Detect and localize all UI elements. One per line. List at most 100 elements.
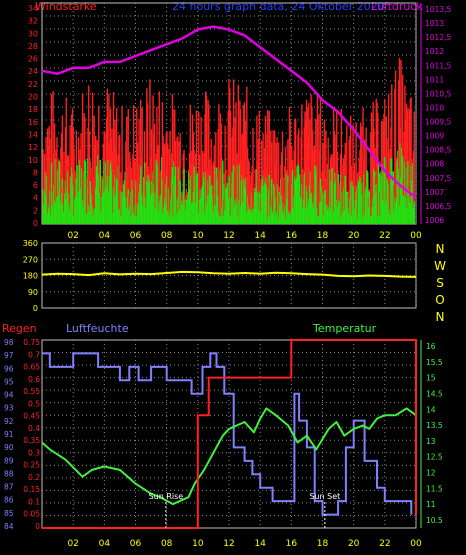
- pressure-y-tick-1009,5: 1009,5: [425, 118, 451, 127]
- climate-x-tick-04: 04: [99, 539, 111, 549]
- wind-x-tick-14: 14: [254, 231, 266, 241]
- rain-y-tick-0.5: 0.5: [28, 399, 40, 408]
- rain-y-tick-0.2: 0.2: [28, 473, 40, 482]
- wind-y-tick-2: 2: [33, 206, 38, 215]
- wind-y-tick-28: 28: [28, 42, 38, 51]
- climate-x-tick-12: 12: [223, 539, 234, 549]
- wind-y-tick-26: 26: [28, 55, 38, 64]
- humidity-y-tick-98: 98: [4, 338, 14, 347]
- humidity-y-tick-89: 89: [4, 456, 14, 465]
- humidity-y-tick-95: 95: [4, 377, 14, 386]
- wind-x-tick-20: 20: [348, 231, 360, 241]
- humidity-axis-title: Luftfeuchte: [66, 322, 129, 335]
- humidity-y-tick-94: 94: [4, 391, 14, 400]
- rain-y-tick-0.65: 0.65: [23, 363, 40, 372]
- rain-y-tick-0.1: 0.1: [28, 497, 40, 506]
- wind-x-tick-00: 00: [410, 231, 422, 241]
- climate-x-tick-14: 14: [254, 539, 266, 549]
- wind-y-tick-32: 32: [28, 17, 38, 26]
- rain-y-tick-0.55: 0.55: [23, 387, 40, 396]
- temp-y-tick-12: 12: [426, 469, 436, 478]
- compass-label-W-1: W: [434, 259, 446, 273]
- rain-y-tick-0.15: 0.15: [23, 485, 40, 494]
- wind-axis-title: Windstärke: [35, 0, 97, 13]
- pressure-y-tick-1012,5: 1012,5: [425, 33, 451, 42]
- rain-y-tick-0: 0: [35, 522, 40, 531]
- wind-x-tick-18: 18: [317, 231, 329, 241]
- wind-y-tick-22: 22: [28, 80, 38, 89]
- pressure-y-tick-1008: 1008: [425, 160, 444, 169]
- wind-y-tick-34: 34: [28, 4, 38, 13]
- climate-x-tick-08: 08: [161, 539, 173, 549]
- humidity-y-tick-92: 92: [4, 417, 14, 426]
- wind-y-tick-0: 0: [33, 219, 38, 228]
- humidity-y-tick-93: 93: [4, 404, 14, 413]
- wind-x-tick-16: 16: [286, 231, 298, 241]
- temp-y-tick-14.5: 14.5: [426, 389, 443, 398]
- climate-x-tick-10: 10: [192, 539, 204, 549]
- rain-y-tick-0.45: 0.45: [23, 412, 40, 421]
- pressure-y-tick-1010,5: 1010,5: [425, 89, 451, 98]
- rain-y-tick-0.25: 0.25: [23, 461, 40, 470]
- rain-y-tick-0.35: 0.35: [23, 436, 40, 445]
- climate-x-tick-22: 22: [379, 539, 390, 549]
- pressure-y-tick-1007: 1007: [425, 188, 444, 197]
- wind-x-tick-22: 22: [379, 231, 390, 241]
- wind-y-tick-12: 12: [28, 143, 38, 152]
- temperature-axis-title: Temperatur: [312, 322, 377, 335]
- dir-y-tick-180: 180: [23, 272, 38, 281]
- rain-axis-title: Regen: [2, 322, 37, 335]
- wind-y-tick-24: 24: [28, 67, 38, 76]
- rain-y-tick-0.6: 0.6: [28, 375, 40, 384]
- sun-set-label: Sun Set: [309, 492, 340, 501]
- temp-y-tick-13.5: 13.5: [426, 421, 443, 430]
- pressure-y-tick-1013: 1013: [425, 19, 444, 28]
- humidity-y-tick-88: 88: [4, 469, 14, 478]
- humidity-y-tick-90: 90: [4, 443, 14, 452]
- wind-x-tick-12: 12: [223, 231, 234, 241]
- humidity-y-tick-91: 91: [4, 430, 14, 439]
- humidity-y-tick-86: 86: [4, 496, 14, 505]
- compass-label-S-2: S: [436, 276, 444, 290]
- pressure-y-tick-1011: 1011: [425, 75, 444, 84]
- rain-y-tick-0.75: 0.75: [23, 338, 40, 347]
- dir-y-tick-90: 90: [28, 288, 38, 297]
- climate-x-tick-18: 18: [317, 539, 329, 549]
- dir-y-tick-270: 270: [23, 255, 38, 264]
- chart-title: 24 hours graph data, 24 Oktober 2020: [172, 0, 385, 13]
- compass-label-N-4: N: [436, 310, 445, 324]
- climate-x-tick-02: 02: [67, 539, 78, 549]
- pressure-y-tick-1007,5: 1007,5: [425, 174, 451, 183]
- temp-y-tick-10.5: 10.5: [426, 516, 443, 525]
- wind-x-tick-04: 04: [99, 231, 111, 241]
- wind-y-tick-14: 14: [28, 130, 38, 139]
- climate-x-tick-00: 00: [410, 539, 422, 549]
- temp-y-tick-14: 14: [426, 405, 436, 414]
- wind-y-tick-18: 18: [28, 105, 38, 114]
- temp-y-tick-12.5: 12.5: [426, 453, 443, 462]
- humidity-y-tick-84: 84: [4, 522, 14, 531]
- climate-x-tick-20: 20: [348, 539, 360, 549]
- wind-y-tick-6: 6: [33, 181, 38, 190]
- wind-x-tick-08: 08: [161, 231, 173, 241]
- dir-y-tick-0: 0: [33, 304, 38, 313]
- temp-y-tick-15.5: 15.5: [426, 358, 443, 367]
- humidity-y-tick-85: 85: [4, 509, 14, 518]
- humidity-line: [42, 352, 413, 516]
- rain-line: [42, 339, 417, 529]
- rain-y-tick-0.3: 0.3: [28, 448, 40, 457]
- sun-rise-label: Sun Rise: [149, 492, 184, 501]
- wind-x-tick-02: 02: [67, 231, 78, 241]
- pressure-y-tick-1011,5: 1011,5: [425, 61, 451, 70]
- wind-y-tick-8: 8: [33, 168, 38, 177]
- humidity-y-tick-97: 97: [4, 351, 14, 360]
- wind-y-tick-30: 30: [28, 29, 38, 38]
- wind-y-tick-16: 16: [28, 118, 38, 127]
- compass-label-O-3: O: [435, 293, 444, 307]
- wind-x-tick-06: 06: [130, 231, 142, 241]
- pressure-y-tick-1012: 1012: [425, 47, 444, 56]
- rain-y-tick-0.05: 0.05: [23, 510, 40, 519]
- pressure-y-tick-1009: 1009: [425, 132, 444, 141]
- pressure-y-tick-1010: 1010: [425, 103, 444, 112]
